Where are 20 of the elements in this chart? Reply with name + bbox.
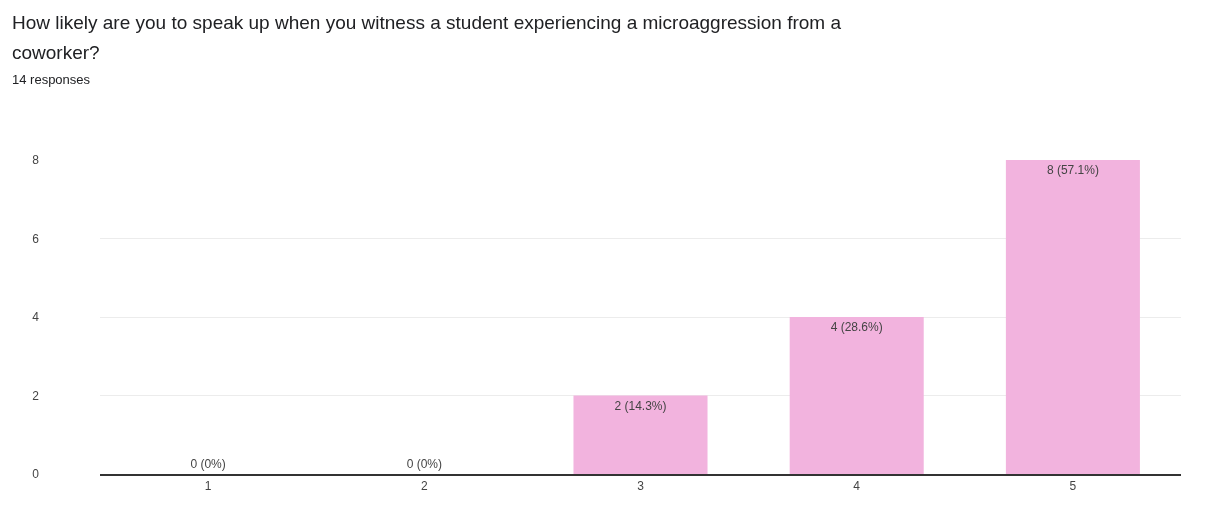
chart-title: How likely are you to speak up when you witness a student experiencing a microaggression from a coworker? [12, 11, 843, 65]
data-label: 2 (14.3%) [614, 398, 667, 413]
y-tick-label: 6 [32, 231, 40, 246]
y-tick-label: 2 [32, 388, 40, 403]
y-tick-label: 8 [32, 153, 40, 168]
chart-subtitle: 14 responses [12, 72, 91, 87]
x-tick-label: 5 [1069, 479, 1077, 494]
bar [789, 317, 924, 474]
data-label: 0 (0%) [406, 457, 442, 471]
data-label: 4 (28.6%) [830, 320, 883, 334]
x-tick-label: 4 [853, 479, 861, 494]
x-tick-label: 3 [637, 479, 645, 494]
bar [1005, 160, 1140, 474]
y-tick-label: 0 [32, 467, 40, 482]
bar [573, 395, 708, 474]
y-tick-label: 4 [32, 310, 40, 325]
x-tick-label: 2 [420, 479, 428, 494]
data-label: 8 (57.1%) [1046, 163, 1099, 177]
x-tick-label: 1 [204, 479, 212, 494]
data-label: 0 (0%) [190, 457, 226, 471]
